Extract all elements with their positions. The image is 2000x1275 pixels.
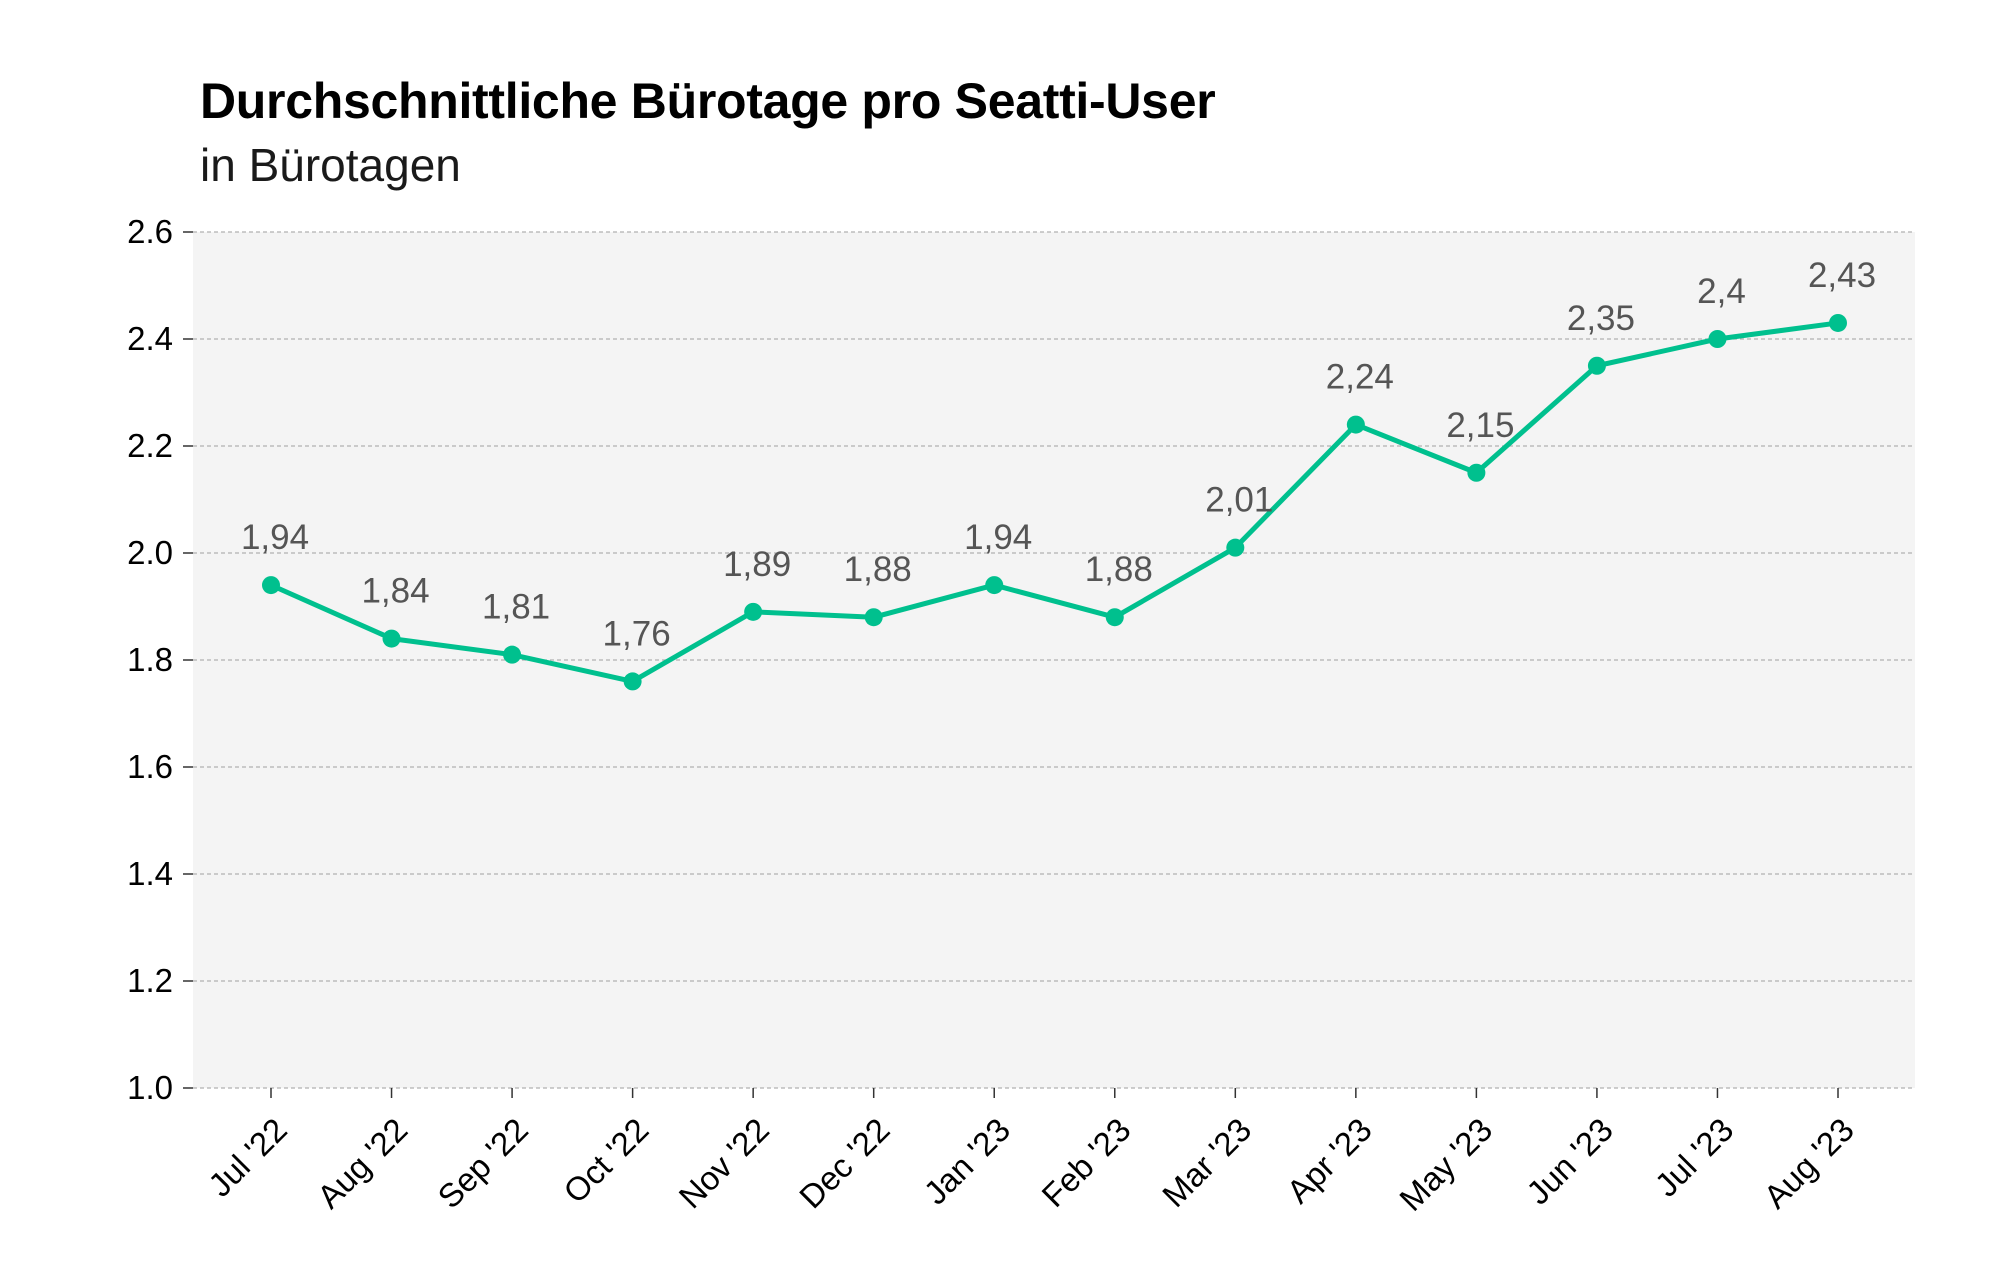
- grid-lines: [193, 231, 1915, 1089]
- data-point: [1226, 538, 1245, 557]
- data-point: [1105, 608, 1124, 627]
- x-tick-label: Feb '23: [1034, 1111, 1137, 1214]
- x-tick-label: Sep '22: [430, 1111, 535, 1216]
- data-point: [864, 608, 883, 627]
- x-tick-label: Jan '23: [916, 1111, 1017, 1212]
- y-tick-label: 1.4: [127, 855, 173, 892]
- x-tick-label: Jul '23: [1648, 1111, 1741, 1204]
- data-label: 2,15: [1446, 406, 1514, 445]
- data-label: 2,4: [1697, 272, 1746, 311]
- data-label: 2,01: [1205, 481, 1273, 520]
- data-point: [623, 672, 642, 691]
- x-tick-label: Dec '22: [792, 1111, 897, 1216]
- data-point: [1467, 463, 1486, 482]
- data-label: 1,84: [361, 572, 429, 611]
- data-label: 2,24: [1326, 358, 1394, 397]
- x-tick-label: Oct '22: [556, 1111, 655, 1210]
- data-point: [262, 576, 280, 595]
- chart-title: Durchschnittliche Bürotage pro Seatti-Us…: [200, 73, 1216, 129]
- data-point: [1708, 330, 1727, 348]
- data-label: 1,94: [964, 518, 1032, 557]
- data-label: 1,88: [1085, 550, 1153, 589]
- x-tick-label: Mar '23: [1155, 1111, 1258, 1214]
- y-tick-label: 2.4: [127, 320, 173, 357]
- x-tick-label: May '23: [1392, 1111, 1499, 1218]
- series: [262, 313, 1847, 691]
- data-point: [1829, 313, 1847, 332]
- x-tick-label: Jun '23: [1519, 1111, 1620, 1212]
- y-tick-label: 1.8: [127, 641, 173, 678]
- data-point: [503, 645, 522, 664]
- y-tick-label: 2.2: [127, 427, 173, 464]
- data-label: 1,94: [241, 518, 309, 557]
- data-labels: 1,94 1,84 1,81 1,76 1,89 1,88 1,94 1,88 2,01 2,24…: [241, 256, 1876, 653]
- y-tick-label: 1.0: [127, 1069, 173, 1106]
- data-point: [1346, 415, 1365, 434]
- y-tick-label: 1.2: [127, 962, 173, 999]
- x-tick-label: Apr '23: [1279, 1111, 1378, 1210]
- data-point: [744, 602, 763, 621]
- x-tick-label: Aug '23: [1756, 1111, 1861, 1216]
- data-label: 1,81: [482, 588, 550, 627]
- y-tick-label: 1.6: [127, 748, 173, 785]
- chart-subtitle: in Bürotagen: [200, 139, 461, 191]
- data-label: 1,76: [603, 614, 671, 653]
- x-tick-label: Aug '22: [310, 1111, 415, 1216]
- x-tick-label: Nov '22: [672, 1111, 777, 1216]
- data-label: 1,89: [723, 545, 791, 584]
- y-tick-label: 2.6: [127, 213, 173, 250]
- x-tick-label: Jul '22: [201, 1111, 294, 1204]
- data-point: [1587, 356, 1606, 375]
- data-label: 2,35: [1567, 299, 1635, 338]
- data-point: [382, 629, 401, 648]
- series-line: [268, 320, 1841, 684]
- data-point: [985, 576, 1004, 595]
- data-label: 1,88: [844, 550, 912, 589]
- data-label: 2,43: [1808, 256, 1876, 295]
- y-tick-label: 2.0: [127, 534, 173, 571]
